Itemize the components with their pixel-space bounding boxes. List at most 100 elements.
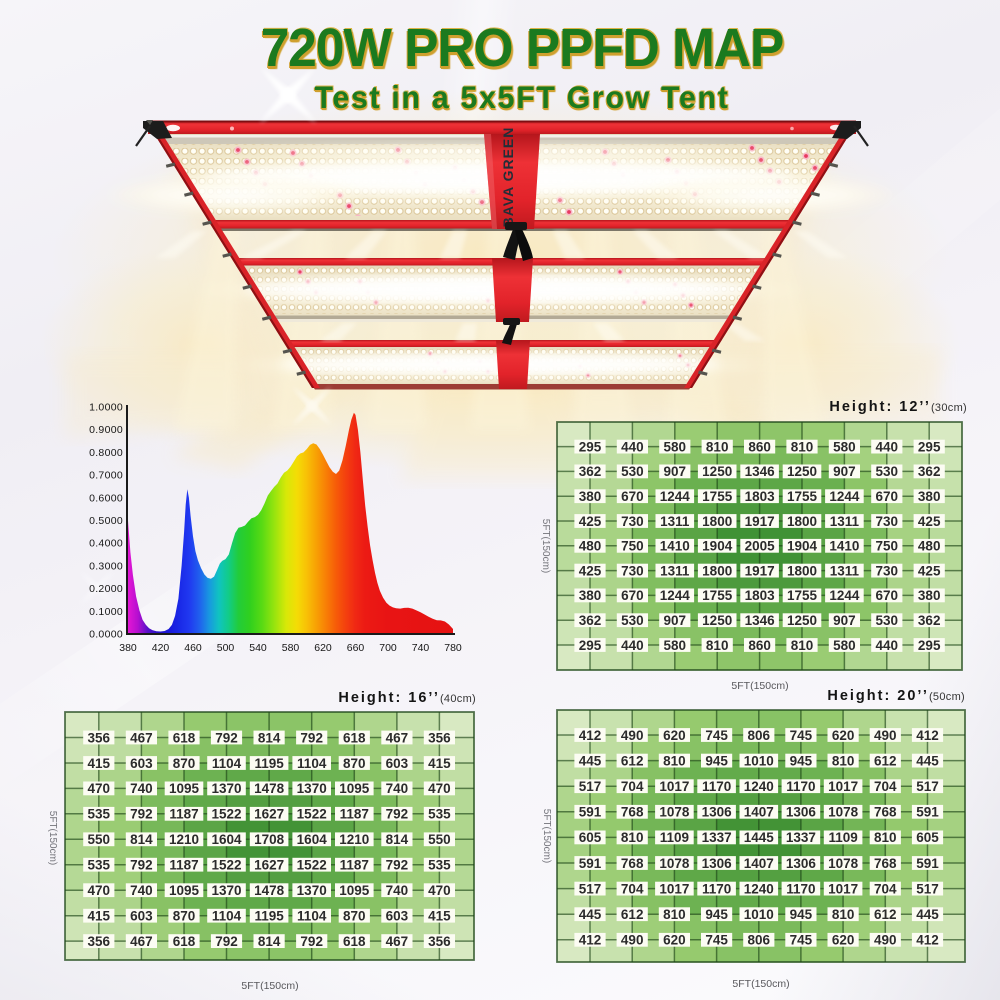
svg-text:1240: 1240: [744, 881, 774, 896]
svg-text:420: 420: [152, 642, 170, 654]
svg-text:605: 605: [579, 830, 602, 845]
svg-text:792: 792: [386, 858, 409, 873]
svg-text:670: 670: [621, 489, 644, 504]
svg-text:1244: 1244: [829, 489, 860, 504]
svg-text:618: 618: [343, 934, 366, 949]
svg-text:810: 810: [874, 830, 897, 845]
svg-text:0.6000: 0.6000: [89, 492, 123, 504]
svg-text:907: 907: [664, 613, 687, 628]
svg-text:470: 470: [428, 781, 451, 796]
svg-text:415: 415: [428, 756, 451, 771]
svg-text:1210: 1210: [169, 832, 199, 847]
svg-text:5FT(150cm): 5FT(150cm): [732, 978, 789, 990]
svg-text:612: 612: [874, 753, 897, 768]
svg-text:517: 517: [916, 779, 939, 794]
svg-text:412: 412: [579, 933, 602, 948]
svg-text:1306: 1306: [786, 805, 817, 820]
svg-text:620: 620: [314, 642, 332, 654]
svg-text:792: 792: [386, 807, 409, 822]
svg-text:1627: 1627: [254, 807, 284, 822]
svg-text:792: 792: [130, 807, 153, 822]
svg-text:356: 356: [428, 934, 451, 949]
svg-text:530: 530: [876, 464, 899, 479]
svg-text:1445: 1445: [744, 830, 775, 845]
svg-text:540: 540: [249, 642, 267, 654]
svg-text:445: 445: [916, 907, 939, 922]
svg-text:704: 704: [621, 779, 644, 794]
svg-text:Height: 12’’(30cm): Height: 12’’(30cm): [829, 399, 967, 415]
svg-text:620: 620: [832, 728, 855, 743]
svg-text:470: 470: [88, 781, 111, 796]
svg-text:1346: 1346: [745, 464, 776, 479]
svg-text:591: 591: [579, 856, 602, 871]
svg-text:1240: 1240: [744, 779, 774, 794]
svg-text:425: 425: [579, 563, 602, 578]
svg-text:580: 580: [664, 439, 687, 454]
svg-text:425: 425: [918, 563, 941, 578]
svg-text:768: 768: [621, 856, 644, 871]
svg-text:1017: 1017: [659, 881, 689, 896]
svg-text:425: 425: [918, 514, 941, 529]
svg-text:1407: 1407: [744, 805, 774, 820]
svg-text:1478: 1478: [254, 883, 285, 898]
svg-text:380: 380: [918, 489, 941, 504]
svg-text:618: 618: [343, 730, 366, 745]
svg-text:5FT(150cm): 5FT(150cm): [241, 980, 298, 992]
svg-text:412: 412: [579, 728, 602, 743]
svg-text:730: 730: [621, 563, 644, 578]
svg-text:591: 591: [579, 805, 602, 820]
svg-text:670: 670: [876, 489, 899, 504]
svg-text:1010: 1010: [744, 907, 774, 922]
svg-text:380: 380: [918, 588, 941, 603]
svg-text:792: 792: [130, 858, 153, 873]
svg-text:1017: 1017: [828, 881, 858, 896]
svg-text:1244: 1244: [660, 489, 691, 504]
svg-text:745: 745: [705, 933, 728, 948]
svg-text:730: 730: [876, 514, 899, 529]
svg-text:792: 792: [215, 934, 238, 949]
svg-text:620: 620: [663, 933, 686, 948]
svg-text:1407: 1407: [744, 856, 774, 871]
svg-text:517: 517: [579, 779, 602, 794]
svg-text:1800: 1800: [787, 514, 817, 529]
svg-text:490: 490: [621, 933, 644, 948]
svg-text:295: 295: [918, 638, 941, 653]
svg-text:0.8000: 0.8000: [89, 447, 123, 459]
svg-text:670: 670: [876, 588, 899, 603]
svg-text:356: 356: [88, 730, 111, 745]
svg-text:745: 745: [790, 728, 813, 743]
svg-text:490: 490: [621, 728, 644, 743]
svg-text:5FT(150cm): 5FT(150cm): [540, 519, 551, 573]
svg-text:768: 768: [874, 805, 897, 820]
svg-text:1250: 1250: [702, 464, 732, 479]
svg-text:1370: 1370: [297, 883, 327, 898]
svg-text:603: 603: [130, 909, 153, 924]
svg-text:810: 810: [706, 638, 729, 653]
svg-text:603: 603: [130, 756, 153, 771]
svg-text:0.7000: 0.7000: [89, 470, 123, 482]
svg-text:612: 612: [874, 907, 897, 922]
svg-text:945: 945: [790, 753, 813, 768]
svg-text:740: 740: [130, 781, 153, 796]
svg-text:870: 870: [343, 909, 366, 924]
svg-text:745: 745: [705, 728, 728, 743]
svg-text:480: 480: [579, 539, 602, 554]
svg-text:620: 620: [663, 728, 686, 743]
svg-text:700: 700: [379, 642, 397, 654]
svg-text:1095: 1095: [169, 781, 200, 796]
svg-text:1170: 1170: [786, 779, 815, 794]
svg-text:814: 814: [130, 832, 153, 847]
svg-text:445: 445: [579, 753, 602, 768]
svg-text:1370: 1370: [211, 781, 241, 796]
svg-text:704: 704: [621, 881, 644, 896]
svg-text:445: 445: [579, 907, 602, 922]
svg-text:860: 860: [748, 638, 771, 653]
svg-text:580: 580: [664, 638, 687, 653]
svg-text:380: 380: [119, 642, 137, 654]
svg-text:810: 810: [791, 439, 814, 454]
svg-text:810: 810: [663, 907, 686, 922]
svg-text:412: 412: [916, 728, 939, 743]
svg-text:467: 467: [386, 730, 409, 745]
svg-text:1311: 1311: [830, 514, 860, 529]
svg-text:1311: 1311: [830, 563, 860, 578]
